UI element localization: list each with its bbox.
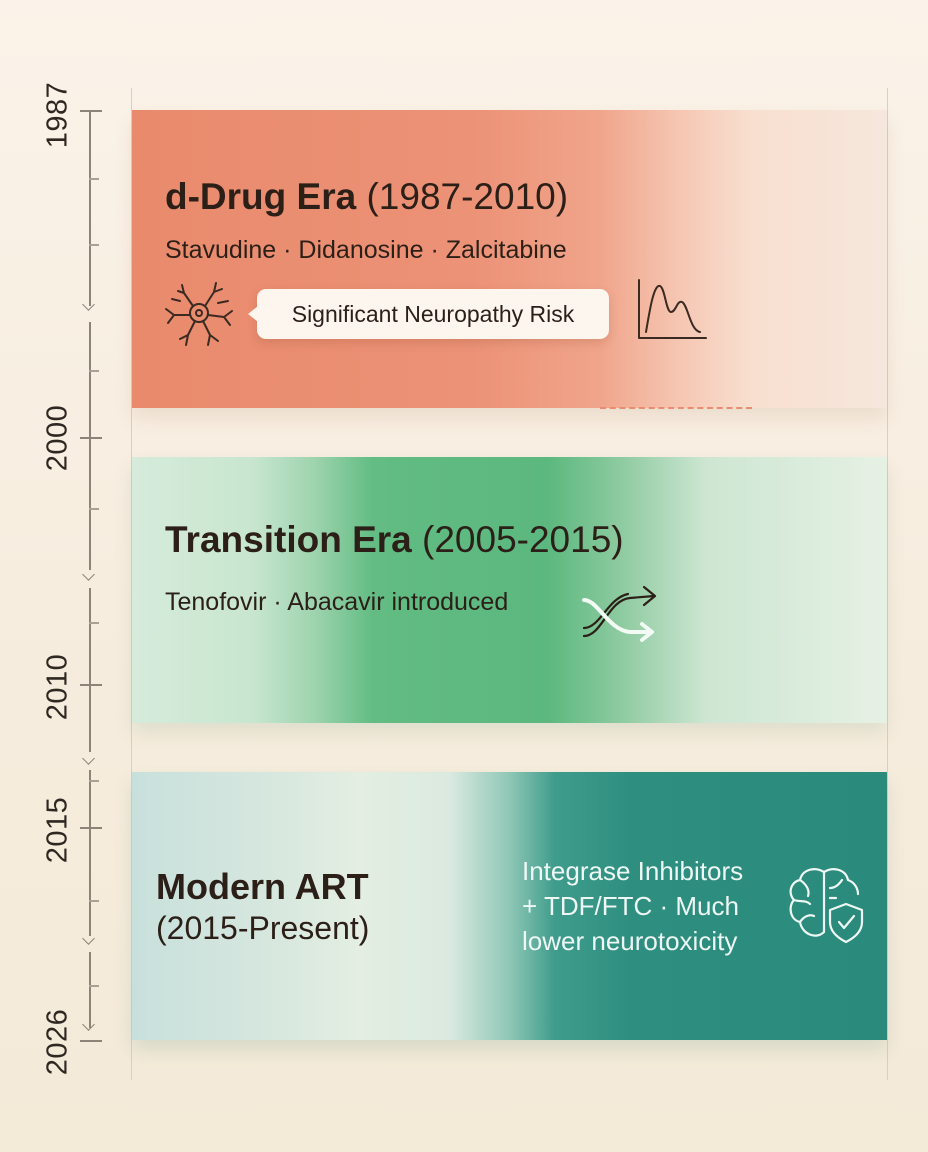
modern-art-title: Modern ART (156, 866, 369, 907)
minor-tick (89, 244, 99, 246)
minor-tick (89, 178, 99, 180)
year-label-2015: 2015 (41, 796, 74, 864)
era-range: (2005-2015) (422, 519, 624, 560)
d-drug-era-panel (132, 110, 887, 408)
transition-era-drugs: Tenofovir · Abacavir introduced (165, 588, 509, 616)
left-guide-line (131, 88, 132, 1080)
axis-segment (89, 952, 91, 1028)
era-name: d-Drug Era (165, 176, 357, 217)
era-overlap-dashed-line (600, 407, 752, 409)
modern-art-desc-line: + TDF/FTC · Much (522, 891, 739, 921)
neuropathy-curve-icon (638, 279, 707, 339)
axis-segment (89, 322, 91, 570)
year-label-2010: 2010 (41, 653, 74, 721)
year-tick (80, 684, 102, 686)
era-range: (1987-2010) (366, 176, 569, 217)
minor-tick (89, 508, 99, 510)
era-name: Transition Era (165, 519, 412, 560)
axis-chevron-icon (82, 752, 95, 765)
modern-art-desc-line: Integrase Inhibitors (522, 856, 744, 886)
transition-era-title: Transition Era (2005-2015) (165, 519, 624, 561)
year-label-2026: 2026 (41, 1008, 74, 1076)
modern-art-range: (2015-Present) (156, 910, 370, 946)
d-drug-era-title: d-Drug Era (1987-2010) (165, 176, 568, 218)
year-label-2000: 2000 (41, 404, 74, 472)
modern-art-era-panel (132, 772, 887, 1040)
minor-tick (89, 900, 99, 902)
axis-chevron-icon (82, 1018, 95, 1031)
transition-era-panel (132, 457, 887, 723)
year-tick (80, 1040, 102, 1042)
d-drug-era-drugs: Stavudine · Didanosine · Zalcitabine (165, 236, 567, 264)
year-tick (80, 827, 102, 829)
axis-segment (89, 588, 91, 752)
right-guide-line (887, 88, 888, 1080)
minor-tick (89, 780, 99, 782)
axis-chevron-icon (82, 298, 95, 311)
axis-chevron-icon (82, 932, 95, 945)
brain-shield-icon (789, 868, 864, 944)
year-tick (80, 437, 102, 439)
year-tick (80, 110, 102, 112)
neuron-icon (165, 282, 233, 346)
minor-tick (89, 370, 99, 372)
axis-segment (89, 770, 91, 936)
switch-arrows-icon (582, 585, 657, 642)
axis-segment (89, 110, 91, 306)
year-label-1987: 1987 (41, 81, 74, 149)
minor-tick (89, 622, 99, 624)
axis-chevron-icon (82, 568, 95, 581)
neuropathy-risk-callout: Significant Neuropathy Risk (248, 289, 609, 339)
modern-art-desc-line: lower neurotoxicity (522, 926, 738, 956)
minor-tick (89, 985, 99, 987)
